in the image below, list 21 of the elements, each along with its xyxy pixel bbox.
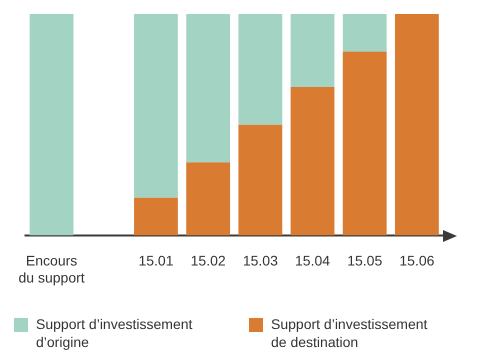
bar [134, 14, 178, 198]
x-tick-label: 15.01 [138, 252, 174, 269]
bar [342, 14, 387, 52]
x-tick-label: 15.03 [242, 252, 278, 269]
x-tick-label: 15.04 [295, 252, 330, 269]
bar [238, 14, 282, 125]
x-tick-label: 15.02 [190, 252, 226, 269]
x-tick-label: Encours du support [18, 252, 85, 286]
bar [186, 14, 230, 162]
bar [342, 52, 387, 236]
legend-label: Support d’investissement de destination [271, 316, 428, 351]
bar [394, 14, 439, 236]
bar [290, 87, 334, 236]
x-tick-label: 15.05 [347, 252, 382, 269]
bar [186, 162, 230, 236]
bar [290, 14, 334, 88]
bar [134, 198, 178, 236]
x-tick-label: 15.06 [399, 252, 435, 269]
bar [30, 14, 74, 236]
bar [238, 124, 282, 236]
legend-label: Support d’investissement d’origine [36, 316, 194, 351]
